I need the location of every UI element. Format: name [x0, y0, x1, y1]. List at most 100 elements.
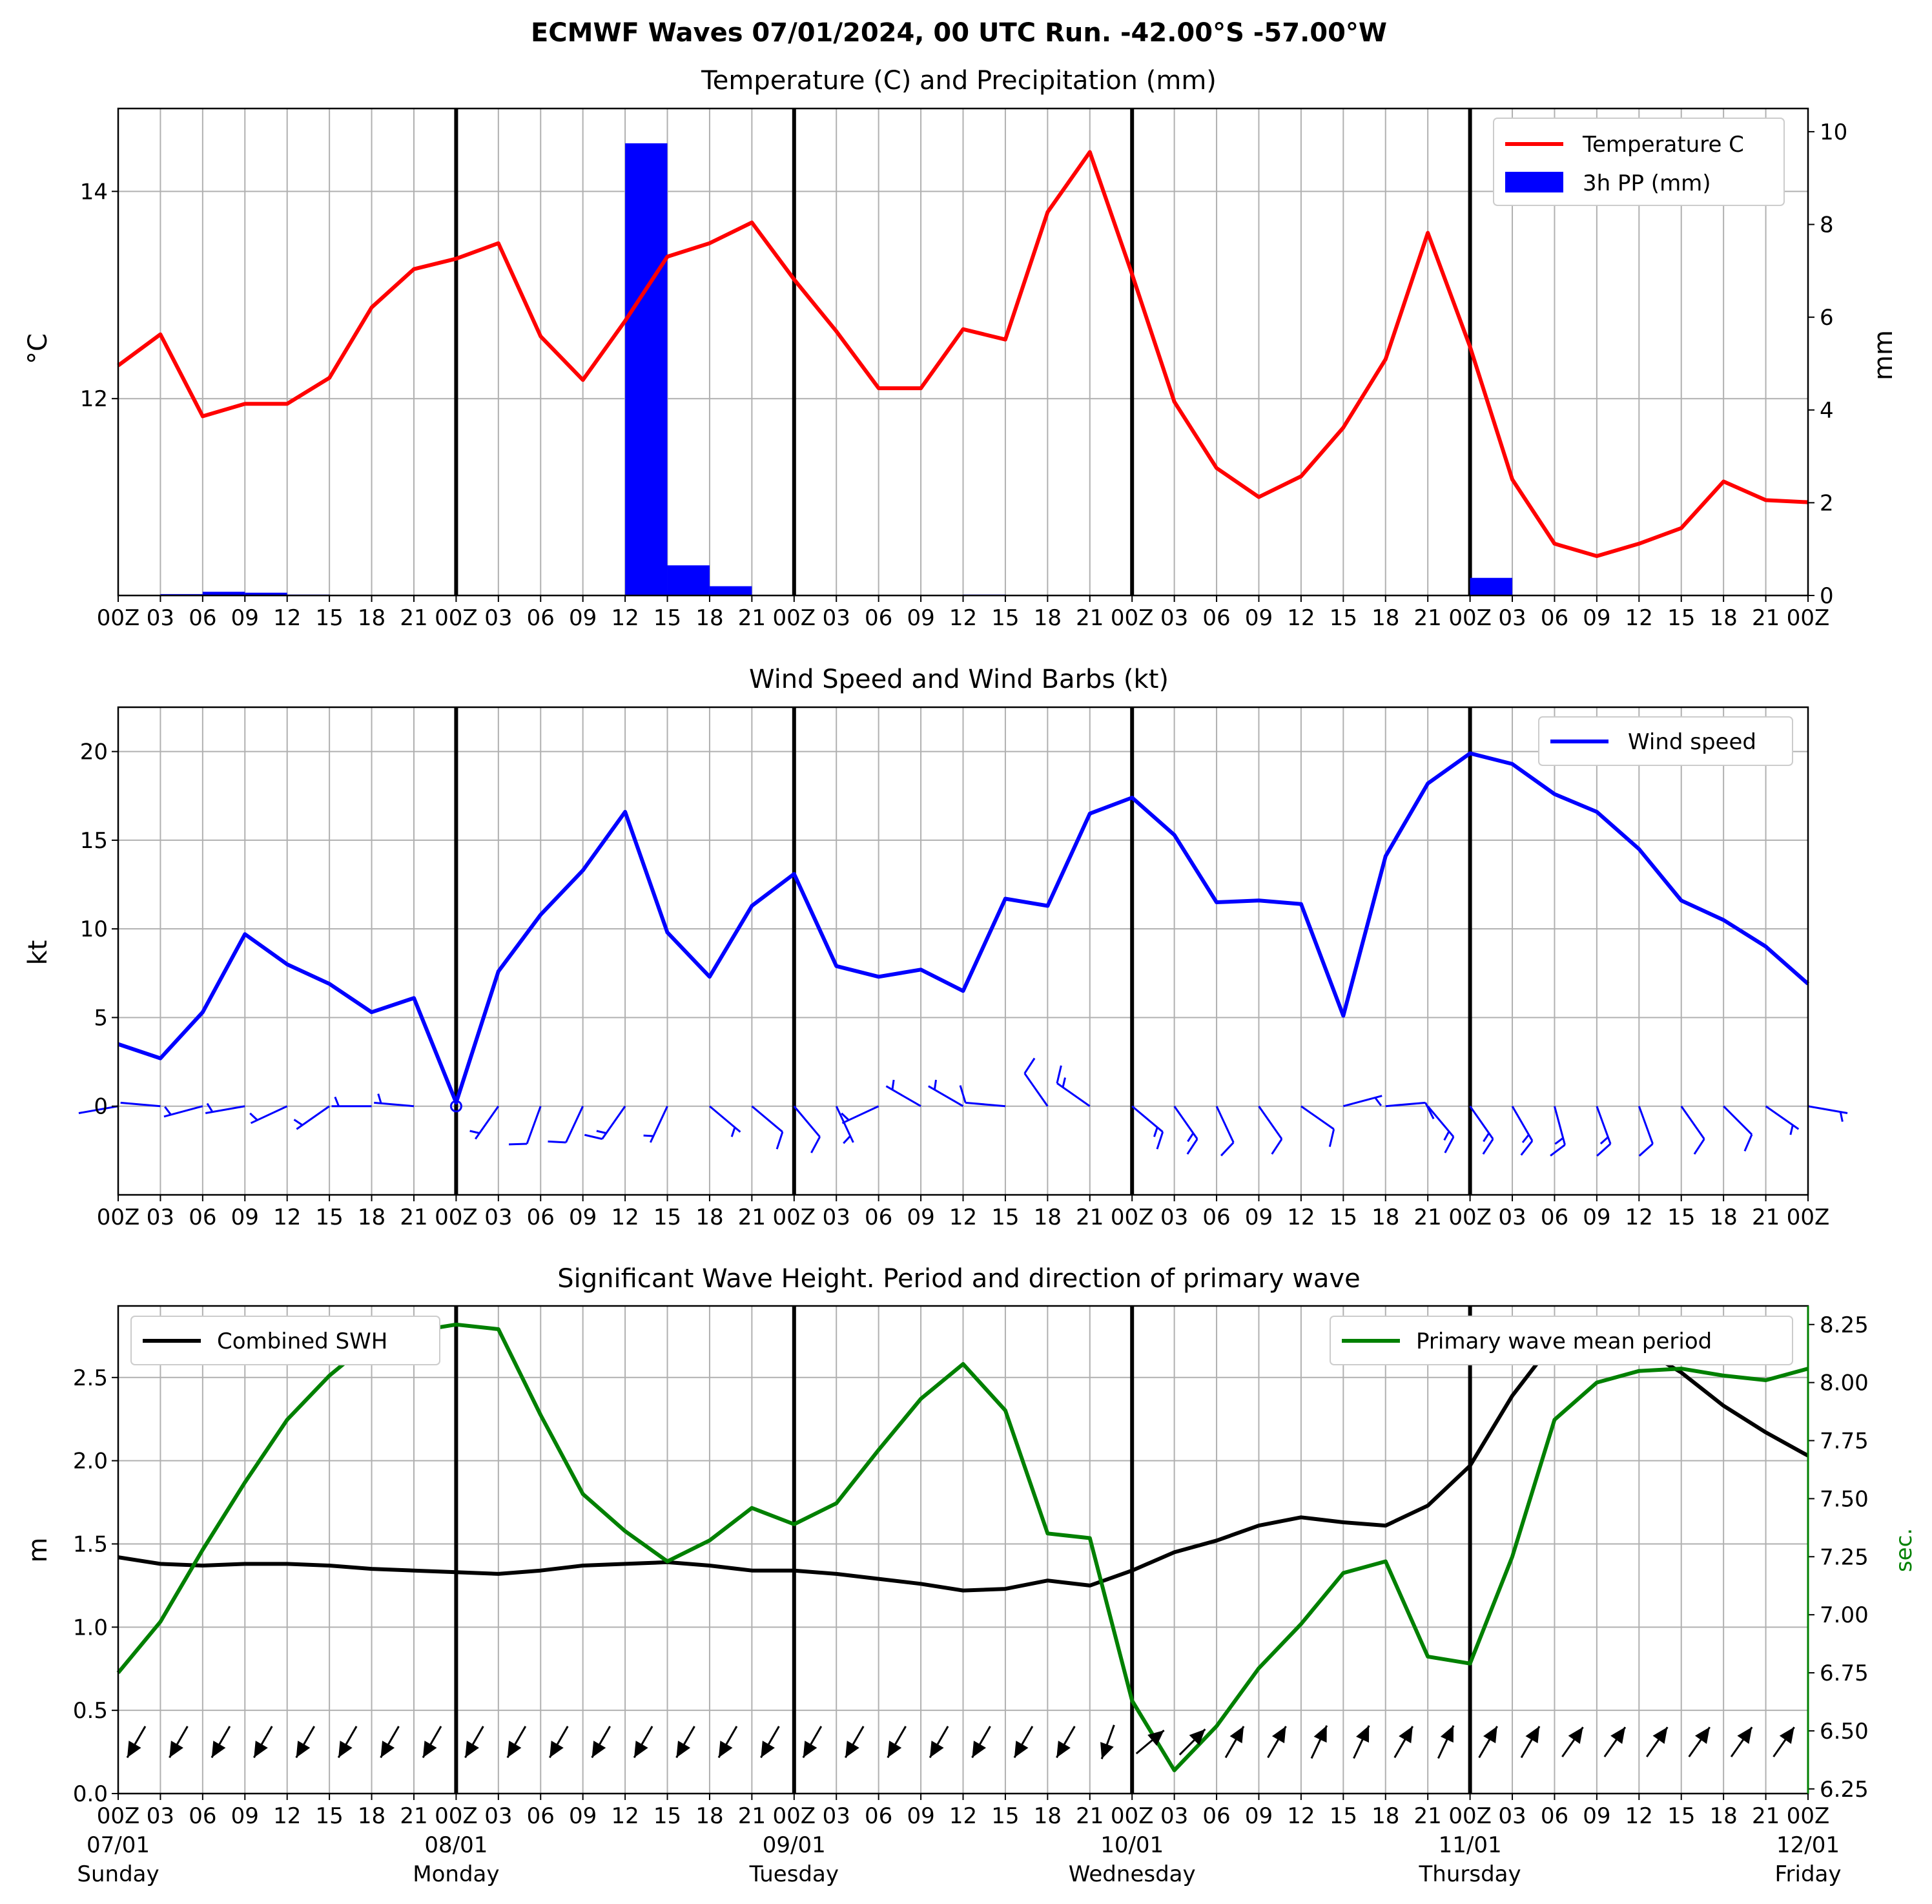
- wave-arrow-head: [930, 1741, 944, 1758]
- day-name-label: Wednesday: [1069, 1861, 1196, 1887]
- wind-legend: Wind speed: [1538, 716, 1793, 766]
- wave-arrow-head: [169, 1741, 183, 1758]
- wind-barb: [1300, 1105, 1335, 1147]
- xtick-label: 12: [273, 605, 301, 631]
- wave-direction-arrow: [1056, 1726, 1076, 1759]
- wave-direction-arrow: [591, 1726, 611, 1759]
- wind-barb-flag: [584, 1133, 602, 1140]
- wind-barb-staff: [601, 1105, 626, 1140]
- wind-barb-flag: [548, 1140, 566, 1144]
- xtick-label: 18: [1710, 605, 1738, 631]
- wave-arrow-head: [127, 1741, 141, 1758]
- wave-direction-arrow: [1520, 1726, 1541, 1759]
- ytick-right-label: 4: [1820, 398, 1834, 424]
- xtick-label: 18: [358, 605, 385, 631]
- xtick-label: 15: [991, 1205, 1019, 1230]
- wind-barb-staff: [1765, 1105, 1800, 1130]
- wind-grid: [118, 707, 1809, 1195]
- wind-barb: [1807, 1105, 1848, 1122]
- wave-title: Significant Wave Height. Period and dire…: [557, 1264, 1360, 1294]
- xtick-label: 21: [1752, 1205, 1780, 1230]
- xtick-label: 09: [569, 605, 597, 631]
- wind-barb-staff: [708, 1105, 741, 1133]
- xtick-label: 09: [1245, 1803, 1273, 1829]
- xtick-label: 18: [695, 605, 723, 631]
- xtick-label: 06: [189, 1803, 216, 1829]
- precip-bar: [202, 592, 245, 595]
- xtick-label: 21: [1414, 605, 1442, 631]
- wave-axes: 0.0 0.5 1.0 1.5 2.0 2.5 6.25 6.50 6.75 7.00 7.25 7.…: [73, 1305, 1869, 1829]
- wind-barb-flag: [1550, 1144, 1566, 1157]
- ytick-label: 0: [94, 1094, 108, 1120]
- wind-barb-staff: [1511, 1105, 1534, 1142]
- xtick-label: 18: [358, 1205, 385, 1230]
- ytick-right-label: 7.25: [1820, 1544, 1869, 1570]
- wind-barb: [1385, 1101, 1435, 1119]
- wind-barb-flag: [1220, 1141, 1235, 1157]
- xtick-label: 06: [189, 1205, 216, 1230]
- wave-arrow-head: [422, 1741, 437, 1758]
- xtick-label: 21: [1414, 1803, 1442, 1829]
- wave-direction-arrow: [295, 1726, 315, 1759]
- xtick-label: 06: [1541, 1205, 1568, 1230]
- wave-arrow-head: [1014, 1741, 1029, 1758]
- wave-direction-arrow: [211, 1726, 231, 1759]
- wind-barb-staff: [250, 1105, 288, 1124]
- wave-grid: [118, 1306, 1809, 1794]
- xtick-label: 12: [1287, 605, 1315, 631]
- ytick-label: 14: [80, 179, 108, 205]
- period-legend-label: Primary wave mean period: [1416, 1329, 1712, 1354]
- xtick-label: 15: [653, 1205, 681, 1230]
- ytick-label: 0.0: [73, 1781, 108, 1807]
- wave-direction-arrow: [887, 1726, 907, 1759]
- xtick-label: 21: [738, 1205, 766, 1230]
- xtick-label: 18: [1710, 1205, 1738, 1230]
- xtick-label: 15: [1330, 605, 1357, 631]
- wave-arrow-head: [1695, 1727, 1710, 1744]
- wave-direction-arrow: [1561, 1726, 1584, 1757]
- xtick-label: 03: [147, 605, 174, 631]
- wave-arrow-head: [1100, 1742, 1114, 1759]
- xtick-label: 03: [1498, 605, 1526, 631]
- xtick-label: 15: [653, 605, 681, 631]
- wind-barb-flag: [1789, 1124, 1794, 1135]
- wave-direction-arrow: [1267, 1726, 1287, 1759]
- wind-barb-flag: [596, 1130, 607, 1134]
- ytick-right-label: 2: [1820, 490, 1834, 516]
- xtick-label: 12: [611, 1803, 639, 1829]
- xtick-label: 00Z: [1111, 1803, 1154, 1829]
- xtick-label: 06: [865, 605, 892, 631]
- wind-barb-staff: [1258, 1105, 1283, 1140]
- wave-arrow-head: [296, 1741, 311, 1758]
- wave-arrow-head: [507, 1741, 522, 1758]
- wind-barb-staff: [1807, 1105, 1848, 1114]
- wind-ylabel: kt: [23, 940, 53, 966]
- xtick-label: 03: [147, 1205, 174, 1230]
- wind-barb-flag: [730, 1127, 736, 1137]
- xtick-label: 09: [1245, 605, 1273, 631]
- xtick-label: 18: [1034, 605, 1062, 631]
- wind-barb: [1596, 1106, 1612, 1157]
- xtick-label: 21: [738, 1803, 766, 1829]
- wind-barb-flag: [1743, 1133, 1753, 1152]
- xtick-label: 21: [1076, 1205, 1104, 1230]
- wind-barb-flag: [206, 1102, 214, 1113]
- wave-direction-arrow: [1100, 1724, 1115, 1759]
- wind-barb-flag: [1596, 1143, 1612, 1157]
- xtick-label: 03: [1498, 1205, 1526, 1230]
- wave-direction-arrow: [1603, 1726, 1627, 1757]
- ytick-right-label: 8: [1820, 212, 1834, 238]
- xtick-label: 00Z: [1448, 1803, 1492, 1829]
- wave-arrow-head: [211, 1741, 226, 1758]
- wave-direction-arrows: [126, 1724, 1795, 1759]
- xtick-label: 03: [1160, 1803, 1188, 1829]
- wind-barb: [374, 1093, 415, 1108]
- ytick-right-label: 8.00: [1820, 1371, 1869, 1396]
- period-legend: Primary wave mean period: [1330, 1316, 1793, 1365]
- wave-arrow-head: [465, 1741, 479, 1758]
- xtick-label: 12: [273, 1803, 301, 1829]
- swh-legend: Combined SWH: [130, 1316, 440, 1365]
- wind-barb-staff: [526, 1106, 542, 1144]
- wind-barb-staff: [835, 1106, 854, 1143]
